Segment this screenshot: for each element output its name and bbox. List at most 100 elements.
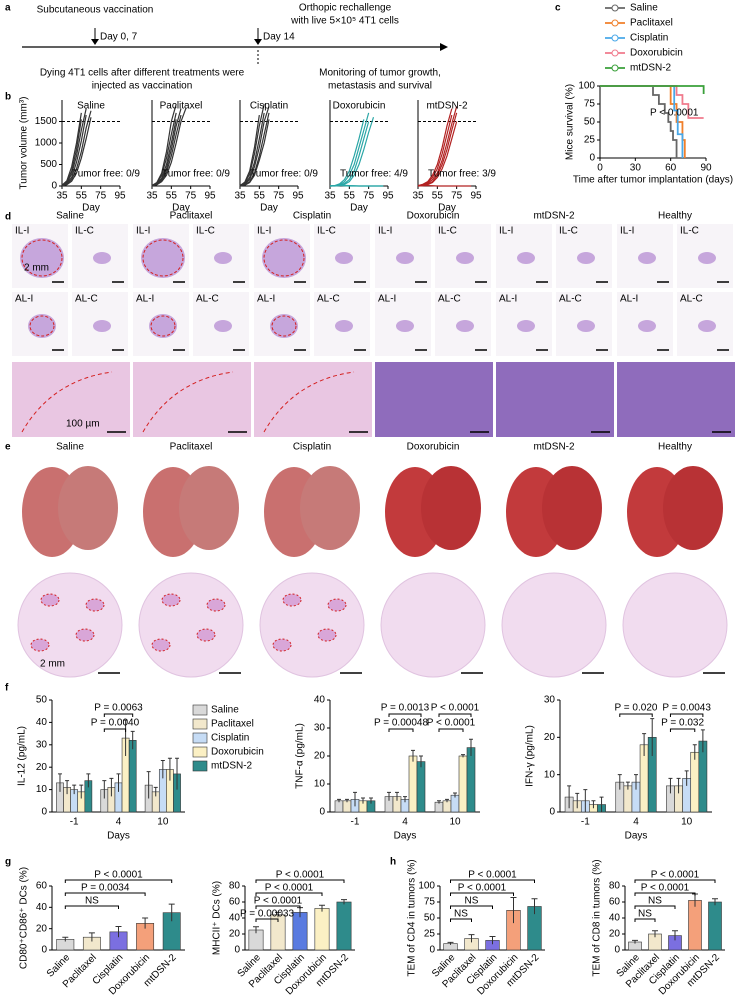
growth-curve: [151, 108, 187, 187]
legend-label: Cisplatin: [211, 733, 249, 744]
metastasis: [85, 598, 105, 612]
bracket: [450, 879, 535, 883]
error-bar: [337, 798, 341, 803]
chart-title: Doxorubicin: [333, 101, 386, 112]
y-tick-label: 0: [614, 945, 620, 956]
metastasis: [317, 628, 337, 642]
image-label: IL-I: [257, 226, 271, 237]
tissue: [456, 320, 474, 332]
p-value: NS: [638, 909, 652, 920]
bar: [708, 901, 722, 951]
p-value: P = 0.0063: [94, 703, 143, 714]
bracket: [388, 713, 422, 717]
lung-section: [501, 572, 607, 678]
column-title: Healthy: [658, 442, 692, 453]
image-label: IL-I: [378, 226, 392, 237]
p-value: P < 0.0001: [254, 896, 303, 907]
bar: [442, 800, 452, 813]
scale-label: 100 µm: [66, 419, 100, 430]
y-tick-label: 20: [229, 929, 241, 940]
error-bar: [102, 780, 107, 799]
error-bar: [403, 796, 407, 803]
x-tick-label: 35: [56, 191, 68, 202]
legend-marker: [611, 49, 619, 57]
y-tick-label: 60: [609, 897, 621, 908]
error-bar: [642, 733, 647, 756]
tissue: [698, 252, 716, 264]
tissue: [214, 320, 232, 332]
error-bar: [447, 941, 454, 945]
p-value: NS: [465, 896, 479, 907]
lung-photo: [58, 466, 118, 550]
histology-image: [496, 362, 614, 437]
error-bar: [116, 773, 121, 792]
error-bar: [419, 755, 423, 768]
histology-image: [617, 362, 735, 437]
x-tick-label: 95: [114, 191, 126, 202]
p-value: NS: [454, 909, 468, 920]
error-bar: [652, 930, 658, 938]
y-axis-label: Mice survival (%): [565, 84, 576, 160]
image-label: AL-I: [620, 294, 638, 305]
y-tick-label: 0: [51, 181, 57, 192]
bracket: [64, 905, 119, 909]
x-tick-label: 75: [451, 191, 463, 202]
error-bar: [115, 926, 122, 938]
error-bar: [489, 936, 496, 945]
tissue: [517, 252, 535, 264]
error-bar: [167, 757, 172, 781]
p-value: P = 0.020: [615, 703, 658, 714]
bracket: [438, 713, 472, 717]
tumor-outline: [263, 239, 305, 277]
error-bar: [625, 781, 630, 790]
x-axis-label: Days: [394, 831, 417, 842]
legend-marker: [611, 19, 619, 27]
image-label: IL-C: [317, 226, 336, 237]
error-bar: [62, 936, 69, 942]
tissue: [93, 320, 111, 332]
y-tick-label: 1500: [35, 116, 58, 127]
bar: [623, 785, 633, 813]
lung-section: [17, 572, 123, 678]
error-bar: [672, 930, 678, 941]
bracket: [634, 892, 696, 896]
annotation: P < 0.0001: [650, 108, 699, 119]
x-axis-label: Day: [82, 203, 100, 214]
chart-title: Paclitaxel: [160, 101, 203, 112]
tumor-outline: [150, 315, 176, 337]
image-label: IL-C: [75, 226, 94, 237]
x-tick-label: 75: [363, 191, 375, 202]
x-axis-label: Days: [107, 831, 130, 842]
x-tick-label: 35: [324, 191, 336, 202]
x-tick-label: 95: [204, 191, 216, 202]
schematic-text: Dying 4T1 cells after different treatmen…: [40, 68, 245, 79]
y-axis-label: Tumor volume (mm³): [19, 97, 30, 190]
y-tick-label: 20: [609, 929, 621, 940]
y-tick-label: 40: [609, 913, 621, 924]
image-label: AL-I: [136, 294, 154, 305]
bracket: [103, 728, 127, 732]
error-bar: [387, 791, 391, 801]
tumor-border: [21, 371, 113, 433]
error-bar: [146, 771, 151, 799]
error-bar: [79, 784, 84, 799]
legend-swatch: [192, 718, 208, 730]
bracket: [255, 918, 279, 922]
image-label: IL-I: [620, 226, 634, 237]
panel-label: c: [555, 3, 561, 14]
image-label: IL-I: [499, 226, 513, 237]
x-tick-label: 4: [116, 817, 122, 828]
error-bar: [130, 730, 135, 750]
metastasis: [206, 598, 226, 612]
growth-curve: [151, 104, 177, 187]
x-tick-label: 35: [234, 191, 246, 202]
lung-photo: [421, 466, 481, 550]
error-bar: [692, 744, 697, 760]
x-tick-label: -1: [351, 817, 360, 828]
y-axis-label: IL-12 (pg/mL): [17, 726, 28, 786]
error-bar: [361, 797, 365, 804]
schematic-text: Day 14: [263, 32, 295, 43]
x-tick-label: 30: [630, 163, 642, 174]
survival-curve: [600, 85, 678, 158]
error-bar: [583, 789, 588, 812]
